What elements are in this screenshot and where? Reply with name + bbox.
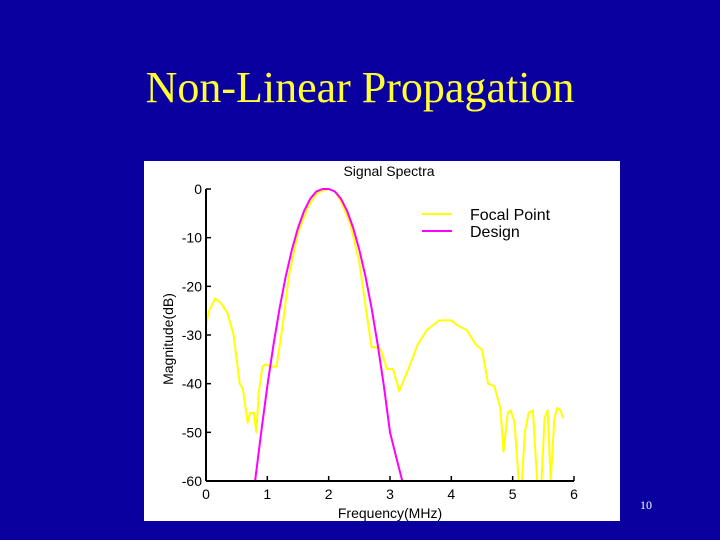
axes: 0 1 2 3 4 5 6 0 -10 -20 -30 -40 -50 -60 (182, 181, 578, 502)
legend-label: Design (470, 224, 520, 241)
y-tick-label: -60 (182, 473, 202, 489)
chart-title: Signal Spectra (343, 163, 434, 179)
slide-title: Non-Linear Propagation (145, 63, 575, 112)
slide-number: 10 (640, 498, 652, 512)
legend-label: Focal Point (470, 207, 551, 224)
y-tick-label: -10 (182, 230, 202, 246)
y-tick-label: -20 (182, 278, 202, 294)
y-tick-label: 0 (194, 181, 202, 197)
x-tick-label: 4 (447, 486, 455, 502)
x-tick-label: 3 (386, 486, 394, 502)
y-tick-label: -30 (182, 327, 202, 343)
x-tick-label: 0 (202, 486, 210, 502)
x-tick-label: 5 (509, 486, 517, 502)
x-tick-label: 1 (263, 486, 271, 502)
chart-panel: Signal Spectra 0 1 2 3 4 5 6 0 -10 -20 -30 -40 -50 -6… (144, 161, 620, 521)
y-tick-label: -40 (182, 376, 202, 392)
x-tick-label: 2 (325, 486, 333, 502)
plot-lines (205, 188, 564, 482)
x-axis-label: Frequency(MHz) (338, 505, 442, 521)
y-tick-label: -50 (182, 424, 202, 440)
series-line-focal-point (205, 188, 564, 482)
y-axis-label: Magnitude(dB) (160, 293, 176, 385)
series-line-design (254, 188, 404, 482)
signal-spectra-chart: Signal Spectra 0 1 2 3 4 5 6 0 -10 -20 -30 -40 -50 -6… (160, 163, 578, 521)
x-tick-label: 6 (570, 486, 578, 502)
